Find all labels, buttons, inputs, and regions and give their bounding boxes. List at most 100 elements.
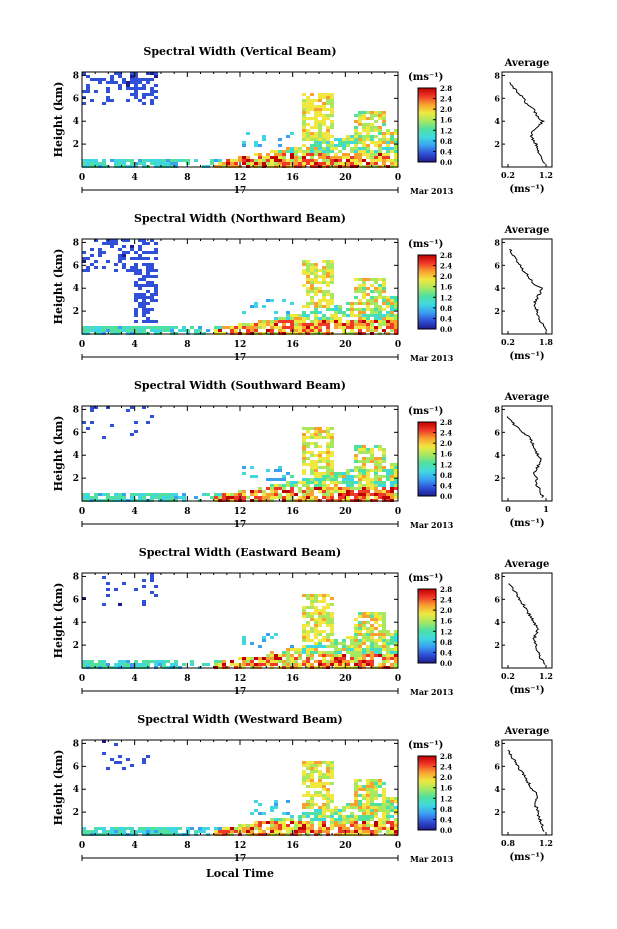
colorbar — [417, 755, 437, 831]
colorbar-tick-label: 2.0 — [440, 773, 452, 782]
date-label: Mar 2013 — [410, 186, 454, 196]
date-label: Mar 2013 — [410, 353, 454, 363]
colorbar-tick-label: 0.8 — [440, 304, 452, 313]
colorbar-tick-label: 0.0 — [440, 158, 452, 167]
colorbar-tick-label: 0.0 — [440, 659, 452, 668]
average-title: Average — [504, 225, 550, 236]
colorbar — [417, 421, 437, 497]
colorbar-tick-label: 1.6 — [440, 784, 452, 793]
average-y-tick-label: 2 — [494, 139, 500, 149]
x-tick-label: 8 — [184, 507, 190, 517]
colorbar-unit: (ms⁻¹) — [408, 406, 443, 417]
average-x-label: (ms⁻¹) — [509, 184, 544, 195]
colorbar-tick-label: 1.6 — [440, 283, 452, 292]
x-tick-label: 0 — [395, 674, 401, 684]
colorbar-unit: (ms⁻¹) — [408, 740, 443, 751]
colorbar-tick-label: 0.8 — [440, 137, 452, 146]
y-axis-label: Height (km) — [52, 416, 65, 492]
average-profile-line — [506, 416, 545, 498]
average-y-tick-label: 8 — [494, 404, 500, 414]
colorbar-tick-label: 1.2 — [440, 126, 452, 135]
x-tick-label: 4 — [132, 340, 138, 350]
heatmap-cells — [82, 72, 398, 168]
day-label: 17 — [234, 520, 247, 530]
average-y-tick-label: 4 — [494, 784, 500, 794]
average-frame — [501, 572, 553, 669]
colorbar-tick-label: 0.8 — [440, 638, 452, 647]
y-tick-label: 2 — [73, 140, 79, 150]
average-profile-line — [507, 749, 545, 832]
colorbar-unit: (ms⁻¹) — [408, 72, 443, 83]
average-x-tick-label: 0.2 — [501, 337, 515, 347]
colorbar-tick-label: 2.8 — [440, 418, 452, 427]
x-tick-label: 4 — [132, 507, 138, 517]
y-tick-label: 8 — [73, 572, 79, 582]
panel-title: Spectral Width (Southward Beam) — [134, 379, 346, 392]
colorbar-tick-label: 0.4 — [440, 147, 452, 156]
y-axis-label: Height (km) — [52, 750, 65, 826]
colorbar — [417, 588, 437, 664]
average-frame — [501, 739, 553, 836]
x-tick-label: 0 — [79, 173, 85, 183]
x-tick-label: 20 — [339, 340, 352, 350]
average-x-tick-label: 1.2 — [539, 170, 553, 180]
x-tick-label: 0 — [79, 507, 85, 517]
x-tick-label: 8 — [184, 340, 190, 350]
day-label: 17 — [234, 687, 247, 697]
average-x-tick-label: 0.2 — [501, 170, 515, 180]
average-x-tick-label: 1 — [543, 504, 549, 514]
average-x-tick-label: 1.8 — [539, 337, 553, 347]
average-title: Average — [504, 726, 550, 737]
average-y-tick-label: 8 — [494, 237, 500, 247]
y-tick-label: 6 — [73, 595, 79, 605]
colorbar-tick-label: 1.2 — [440, 627, 452, 636]
average-x-tick-label: 1.2 — [539, 671, 553, 681]
colorbar-unit: (ms⁻¹) — [408, 573, 443, 584]
x-tick-label: 16 — [286, 841, 299, 851]
y-tick-label: 4 — [73, 451, 79, 461]
colorbar-tick-label: 1.6 — [440, 450, 452, 459]
colorbar-unit: (ms⁻¹) — [408, 239, 443, 250]
colorbar-tick-label: 0.4 — [440, 481, 452, 490]
y-tick-label: 4 — [73, 618, 79, 628]
x-tick-label: 0 — [395, 841, 401, 851]
colorbar-tick-label: 2.0 — [440, 439, 452, 448]
colorbar-tick-label: 0.0 — [440, 325, 452, 334]
average-y-tick-label: 4 — [494, 450, 500, 460]
colorbar-tick-label: 2.0 — [440, 272, 452, 281]
average-x-label: (ms⁻¹) — [509, 351, 544, 362]
average-y-tick-label: 6 — [494, 260, 500, 270]
average-profile-line — [509, 248, 548, 331]
y-tick-label: 8 — [73, 71, 79, 81]
average-y-tick-label: 4 — [494, 617, 500, 627]
y-tick-label: 6 — [73, 94, 79, 104]
colorbar-tick-label: 2.0 — [440, 105, 452, 114]
average-frame — [501, 405, 553, 502]
heatmap-cells — [82, 239, 398, 335]
y-tick-label: 6 — [73, 261, 79, 271]
x-tick-label: 16 — [286, 674, 299, 684]
x-tick-label: 8 — [184, 841, 190, 851]
date-label: Mar 2013 — [410, 687, 454, 697]
colorbar — [417, 87, 437, 163]
colorbar-tick-label: 0.4 — [440, 815, 452, 824]
y-tick-label: 6 — [73, 762, 79, 772]
y-tick-label: 2 — [73, 474, 79, 484]
x-tick-label: 20 — [339, 507, 352, 517]
average-y-tick-label: 2 — [494, 306, 500, 316]
average-y-tick-label: 2 — [494, 640, 500, 650]
x-tick-label: 16 — [286, 507, 299, 517]
x-tick-label: 12 — [234, 841, 247, 851]
x-tick-label: 8 — [184, 674, 190, 684]
colorbar-tick-label: 2.4 — [440, 763, 452, 772]
heatmap-cells — [82, 740, 398, 836]
colorbar-tick-label: 2.4 — [440, 429, 452, 438]
y-tick-label: 2 — [73, 808, 79, 818]
colorbar-tick-label: 1.2 — [440, 460, 452, 469]
x-tick-label: 12 — [234, 674, 247, 684]
x-tick-label: 0 — [395, 340, 401, 350]
average-y-tick-label: 6 — [494, 594, 500, 604]
colorbar — [417, 254, 437, 330]
colorbar-tick-label: 0.0 — [440, 826, 452, 835]
average-y-tick-label: 8 — [494, 70, 500, 80]
